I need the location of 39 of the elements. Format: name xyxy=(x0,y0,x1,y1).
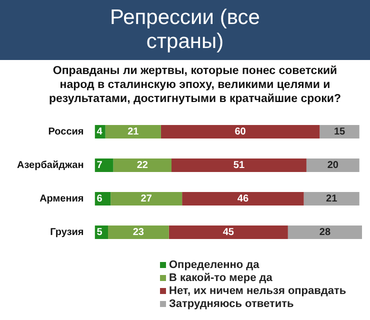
legend-label: Затрудняюсь ответить xyxy=(168,297,295,310)
legend-label: В какой-то мере да xyxy=(168,271,274,284)
bar xyxy=(94,158,114,172)
data-label: 20 xyxy=(327,160,339,171)
y-tick-label: Азербайджан xyxy=(16,160,84,171)
legend-label: Определенно да xyxy=(168,258,260,271)
y-tick-label: Армения xyxy=(40,194,84,204)
data-label: 51 xyxy=(233,160,245,171)
legend-label: Нет, их ничем нельзя оправдать xyxy=(168,284,346,297)
data-label: 5 xyxy=(96,227,103,238)
data-label: 4 xyxy=(96,126,103,138)
bar xyxy=(172,158,306,172)
bar xyxy=(182,192,304,206)
data-label: 23 xyxy=(132,227,144,238)
bar xyxy=(306,158,360,172)
bar xyxy=(168,226,288,239)
data-label: 7 xyxy=(96,160,103,171)
data-label: 28 xyxy=(319,227,331,238)
data-label: 27 xyxy=(140,194,152,204)
chart-title: Репрессии (все страны) xyxy=(0,0,370,60)
bar xyxy=(320,125,360,138)
bar xyxy=(108,226,169,239)
bar xyxy=(288,226,362,239)
bar xyxy=(160,125,320,138)
data-label: 21 xyxy=(128,126,140,138)
data-label: 60 xyxy=(234,126,246,138)
data-label: 22 xyxy=(136,160,148,171)
data-label: 15 xyxy=(334,126,346,138)
chart-subtitle: Оправданы ли жертвы, которые понес советский народ в сталинскую эпоху, великими целями и результатами, достигнутыми в кратчайшие сроки? xyxy=(48,64,342,106)
bar xyxy=(113,158,172,172)
data-label: 21 xyxy=(326,194,338,204)
data-label: 45 xyxy=(222,227,234,238)
data-label: 6 xyxy=(96,194,103,204)
y-tick-label: Россия xyxy=(48,126,84,138)
bar xyxy=(105,125,161,138)
data-label: 46 xyxy=(237,194,249,204)
bar xyxy=(304,192,360,206)
y-tick-label: Грузия xyxy=(50,227,84,238)
bar xyxy=(110,192,182,206)
